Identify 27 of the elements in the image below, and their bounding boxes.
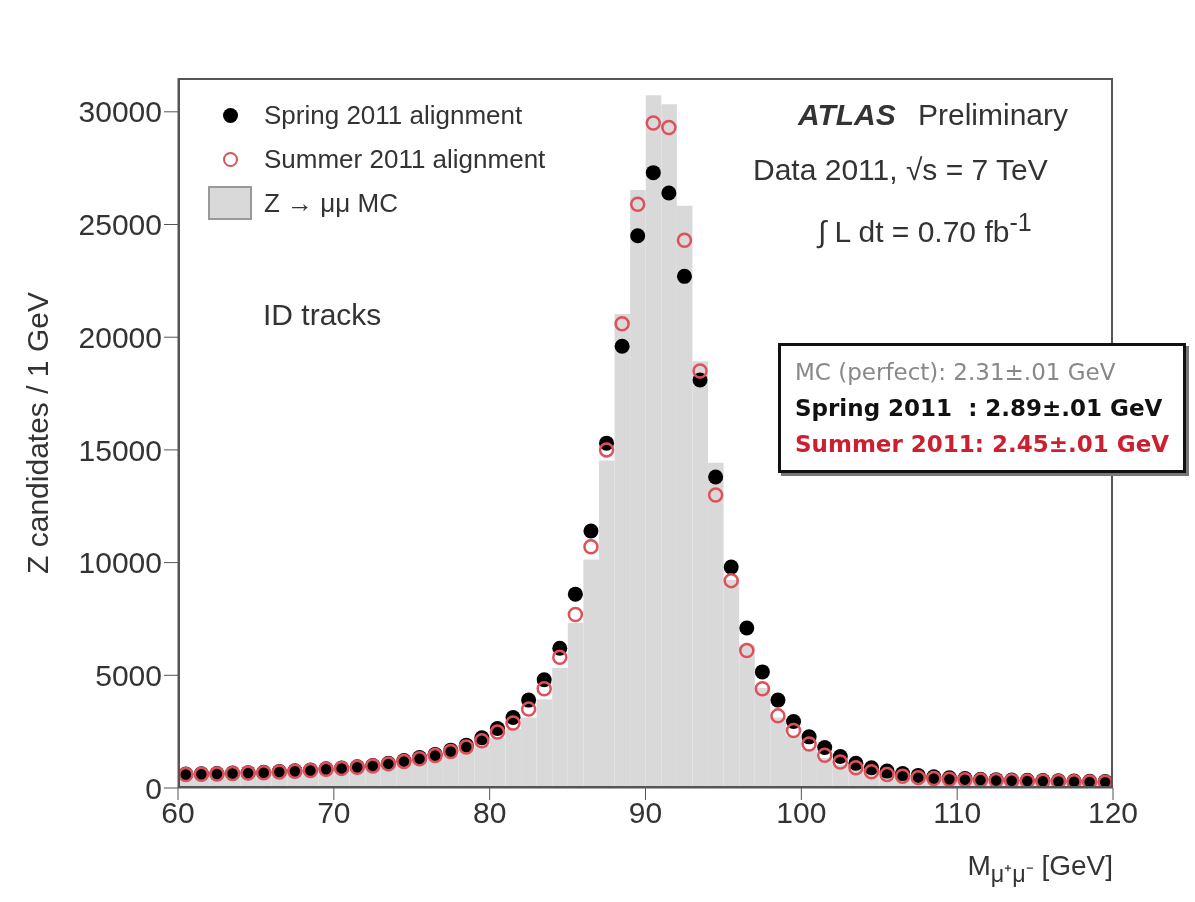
legend-label: Z → μμ MC [264, 187, 398, 219]
y-tick-label: 25000 [78, 208, 162, 242]
annotation: Spring 2011 : 2.89±.01 GeV [795, 394, 1164, 423]
annotation: ATLAS [798, 98, 896, 132]
x-tick-label: 110 [933, 796, 982, 830]
y-tick-label: 10000 [78, 546, 162, 580]
x-tick-label: 80 [472, 796, 507, 830]
annotation: Data 2011, √s = 7 TeV [753, 153, 1048, 187]
y-tick-label: 0 [145, 771, 162, 805]
annotation: Summer 2011: 2.45±.01 GeV [795, 430, 1170, 459]
y-tick-label: 15000 [78, 433, 162, 467]
annotation: ∫ L dt = 0.70 fb$^{-1}$ [818, 208, 1032, 249]
y-tick-label: 5000 [95, 658, 162, 692]
y-tick-label: 20000 [78, 320, 162, 354]
legend-label: Spring 2011 alignment [264, 99, 523, 131]
annotation: MC (perfect): 2.31±.01 GeV [795, 358, 1117, 387]
x-tick-label: 70 [317, 796, 351, 830]
annotation: Preliminary [918, 98, 1069, 132]
x-axis-title: M$_{μ⁺μ⁻}$ [GeV] [967, 850, 1113, 889]
x-tick-label: 120 [1087, 796, 1139, 830]
x-tick-label: 60 [161, 796, 195, 830]
legend-label: Summer 2011 alignment [264, 143, 546, 175]
y-tick-label: 30000 [78, 95, 162, 129]
annotation: ID tracks [263, 298, 382, 332]
x-tick-label: 90 [628, 796, 663, 830]
x-tick-label: 100 [776, 796, 827, 830]
y-axis-title: Z candidates / 1 GeV [21, 292, 55, 574]
